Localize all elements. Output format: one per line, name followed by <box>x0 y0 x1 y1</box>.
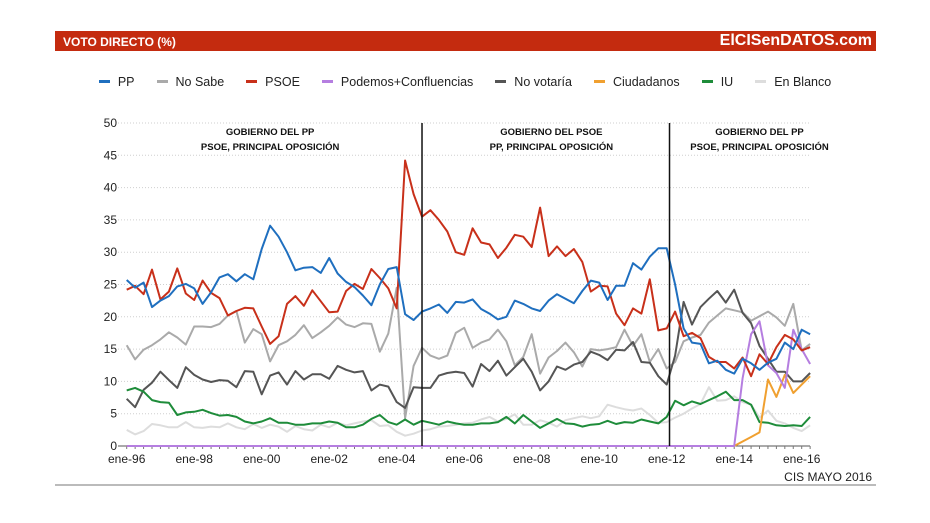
legend-item: No votaría <box>495 75 572 89</box>
y-tick-label: 15 <box>104 342 118 356</box>
x-tick-label: ene-02 <box>311 452 349 466</box>
period-annotation: PP, PRINCIPAL OPOSICIÓN <box>490 141 614 153</box>
legend-label: PP <box>117 74 135 89</box>
period-annotation: GOBIERNO DEL PP <box>226 127 315 138</box>
legend-label: Ciudadanos <box>612 74 680 89</box>
legend-label: Podemos+Confluencias <box>340 74 474 89</box>
legend-swatch <box>98 80 110 83</box>
legend-swatch <box>321 80 333 83</box>
series-line-ciudadanos <box>126 373 811 447</box>
legend-item: En Blanco <box>755 75 831 89</box>
x-tick-label: ene-16 <box>783 452 821 466</box>
y-tick-label: 30 <box>104 245 118 259</box>
legend-item: No Sabe <box>156 74 225 89</box>
legend-item: Podemos+Confluencias <box>321 74 474 89</box>
chart-title: VOTO DIRECTO (%) <box>63 35 176 49</box>
x-tick-label: ene-10 <box>581 452 619 466</box>
y-tick-label: 40 <box>104 181 118 195</box>
legend-item: IU <box>701 74 734 89</box>
legend-swatch <box>755 80 767 83</box>
legend-label: PSOE <box>265 74 300 89</box>
x-tick-label: ene-98 <box>176 452 214 466</box>
y-tick-label: 0 <box>110 439 117 453</box>
series-line-no-votar-a <box>125 288 811 409</box>
legend-label: No Sabe <box>175 74 225 89</box>
series-line-en-blanco <box>126 386 811 437</box>
header-band: VOTO DIRECTO (%) ElCISenDATOS.com <box>55 31 876 51</box>
source-note: CIS MAYO 2016 <box>784 470 872 484</box>
period-annotation: PSOE, PRINCIPAL OPOSICIÓN <box>201 141 340 153</box>
legend-item: Ciudadanos <box>593 74 680 89</box>
y-tick-label: 50 <box>104 116 118 130</box>
legend-swatch <box>593 80 605 83</box>
period-annotation: PSOE, PRINCIPAL OPOSICIÓN <box>690 141 829 153</box>
legend-swatch <box>246 80 258 83</box>
series-line-podemos-confluencias <box>126 320 811 447</box>
legend: PP No Sabe PSOE Podemos+Confluencias No vota… <box>0 72 930 89</box>
legend-swatch <box>156 80 168 83</box>
y-tick-label: 45 <box>104 148 118 162</box>
series-line-iu <box>126 386 811 429</box>
x-tick-label: ene-08 <box>513 452 551 466</box>
x-tick-label: ene-00 <box>243 452 281 466</box>
y-tick-label: 20 <box>104 310 118 324</box>
x-tick-label: ene-12 <box>648 452 686 466</box>
legend-swatch <box>701 80 713 83</box>
series-line-psoe <box>126 159 811 378</box>
legend-label: IU <box>720 74 734 89</box>
legend-label: No votaría <box>514 74 572 89</box>
y-tick-label: 5 <box>110 407 117 421</box>
brand-logo: ElCISenDATOS.com <box>719 32 872 49</box>
series-line-pp <box>126 224 811 375</box>
x-tick-label: ene-04 <box>378 452 416 466</box>
y-tick-label: 10 <box>104 374 118 388</box>
period-annotation: GOBIERNO DEL PP <box>715 127 804 138</box>
legend-item: PSOE <box>246 75 300 89</box>
legend-label: En Blanco <box>774 74 832 89</box>
y-tick-label: 25 <box>104 278 118 292</box>
x-tick-label: ene-06 <box>446 452 484 466</box>
legend-swatch <box>495 80 507 83</box>
legend-item: PP <box>98 74 135 89</box>
period-annotation: GOBIERNO DEL PSOE <box>500 127 602 138</box>
footer-divider <box>55 484 876 486</box>
x-tick-label: ene-96 <box>108 452 146 466</box>
y-tick-label: 35 <box>104 213 118 227</box>
x-tick-label: ene-14 <box>716 452 754 466</box>
